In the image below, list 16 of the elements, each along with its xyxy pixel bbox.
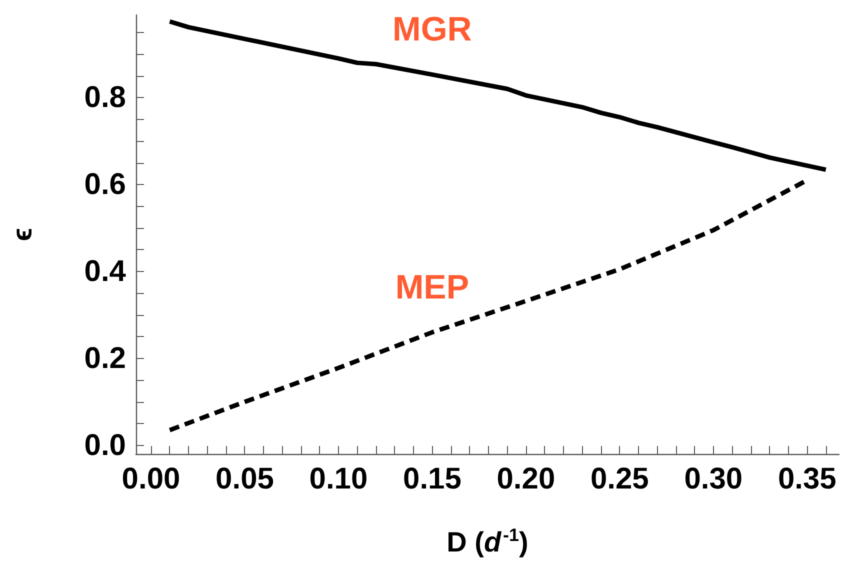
series-label: MEP xyxy=(395,268,470,306)
y-tick-label: 0.2 xyxy=(84,342,126,375)
y-tick-label: 0.4 xyxy=(84,254,126,288)
x-tick-label: 0.35 xyxy=(778,462,836,496)
x-tick-label: 0.00 xyxy=(122,462,180,496)
y-tick-label: 0.6 xyxy=(84,168,126,202)
x-tick-label: 0.20 xyxy=(496,462,556,496)
y-axis-title: ϵ xyxy=(6,228,38,242)
x-tick-label: 0.15 xyxy=(403,462,462,496)
x-tick-label: 0.05 xyxy=(216,462,274,496)
series-label: MGR xyxy=(392,10,472,49)
y-tick-label: 0.0 xyxy=(84,428,126,462)
x-tick-label: 0.25 xyxy=(590,462,649,496)
x-tick-label: 0.30 xyxy=(684,462,743,496)
y-tick-label: 0.8 xyxy=(84,81,126,114)
x-tick-label: 0.10 xyxy=(309,462,368,496)
